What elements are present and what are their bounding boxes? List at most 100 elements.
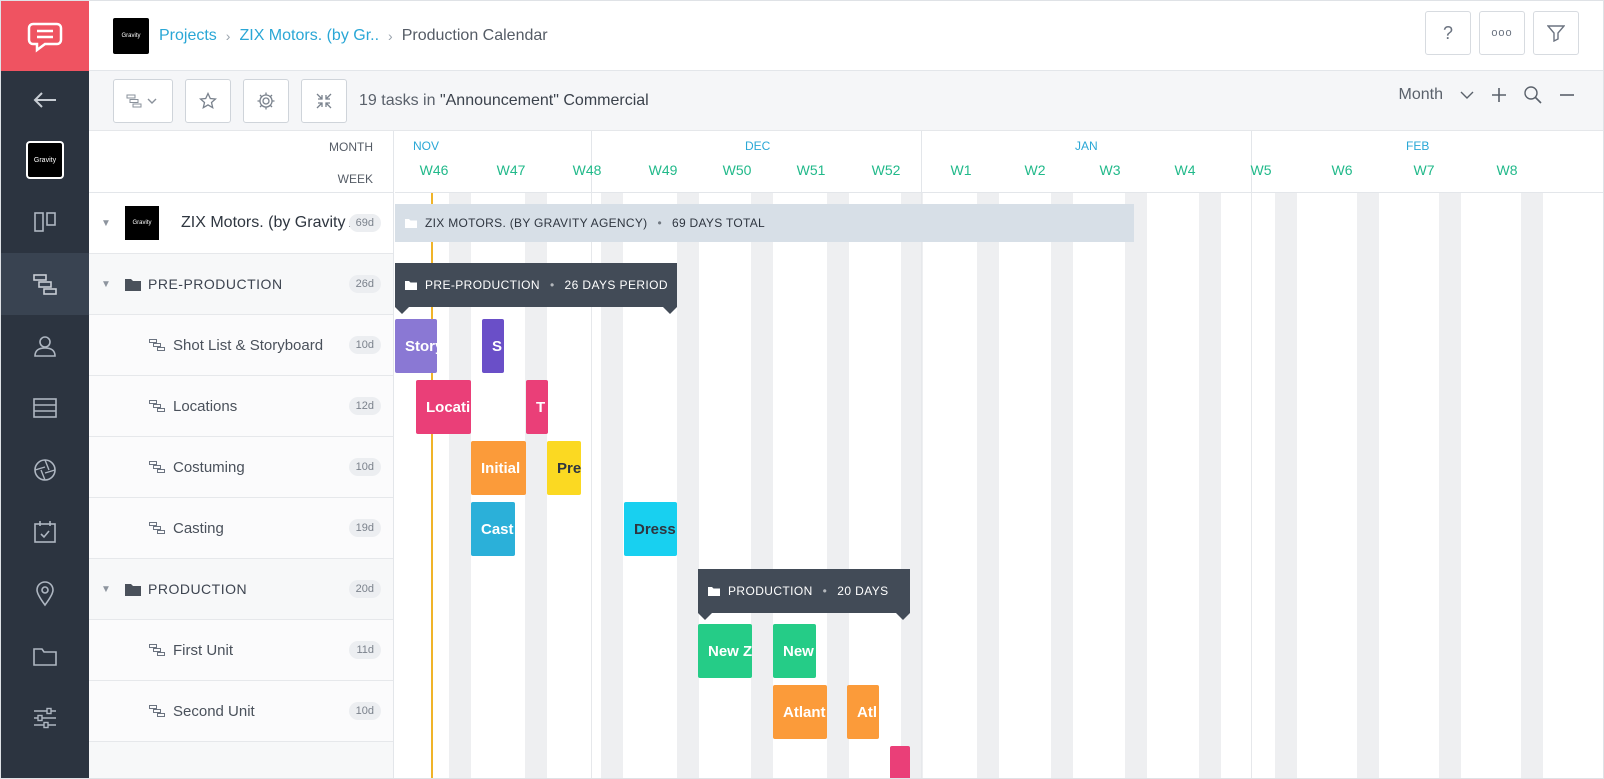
- zoom-magnifier-icon[interactable]: [1523, 85, 1543, 105]
- folder-icon[interactable]: [1, 625, 89, 687]
- bar-label: Story: [405, 337, 437, 355]
- project-name-label: "Announcement" Commercial: [439, 91, 649, 109]
- board-icon[interactable]: [1, 191, 89, 253]
- gantt-icon[interactable]: [1, 253, 89, 315]
- task-row-casting[interactable]: Casting 19d: [89, 498, 393, 559]
- month-divider: [921, 131, 922, 193]
- group-bar-production[interactable]: PRODUCTION • 20 DAYS: [698, 569, 910, 620]
- week-label: W51: [796, 162, 826, 178]
- bar-label: Initial: [481, 459, 521, 477]
- project-row[interactable]: ▼ Gravity ZIX Motors. (by Gravity Agency…: [89, 193, 393, 254]
- list-icon[interactable]: [1, 377, 89, 439]
- project-summary-bar[interactable]: ZIX MOTORS. (BY GRAVITY AGENCY) • 69 DAY…: [395, 204, 1134, 242]
- duration-badge: 10d: [348, 702, 381, 720]
- task-row-shot-list[interactable]: Shot List & Storyboard 10d: [89, 315, 393, 376]
- week-label: W5: [1250, 162, 1272, 178]
- month-label: FEB: [1406, 139, 1430, 153]
- summary-separator: •: [657, 216, 662, 230]
- zoom-out-minus-icon[interactable]: [1559, 87, 1575, 103]
- task-bar-extra[interactable]: [890, 746, 910, 778]
- bar-label: S: [492, 337, 503, 355]
- today-marker: [431, 193, 433, 778]
- bar-label: Locati: [426, 398, 471, 416]
- sliders-icon[interactable]: [1, 687, 89, 749]
- zoom-controls: Month: [1399, 85, 1575, 105]
- task-icon: [149, 522, 165, 534]
- group-notch-left: [698, 613, 712, 620]
- help-button[interactable]: ?: [1425, 11, 1471, 55]
- aperture-icon[interactable]: [1, 439, 89, 501]
- duration-badge: 26d: [348, 275, 381, 293]
- chevron-down-icon[interactable]: [1459, 90, 1475, 100]
- location-pin-icon[interactable]: [1, 563, 89, 625]
- caret-down-icon[interactable]: ▼: [101, 278, 111, 290]
- group-row-production[interactable]: ▼ PRODUCTION 20d: [89, 559, 393, 620]
- bar-label: Atl: [857, 703, 877, 721]
- weekend-stripe: [1521, 193, 1543, 778]
- task-bar-costuming-pre[interactable]: Pre: [547, 441, 581, 495]
- favorite-button[interactable]: [185, 78, 231, 123]
- collapse-button[interactable]: [301, 78, 347, 123]
- project-brand-thumb: Gravity: [125, 206, 159, 240]
- task-bar-casting[interactable]: Cast: [471, 502, 515, 556]
- duration-badge: 10d: [348, 336, 381, 354]
- task-bar-dress[interactable]: Dress: [624, 502, 677, 556]
- zoom-in-plus-icon[interactable]: [1491, 87, 1507, 103]
- month-label: DEC: [745, 139, 771, 153]
- group-notch-right: [896, 613, 910, 620]
- gantt-timeline: NOV DEC JAN FEB W46 W47 W48 W49 W50 W51 …: [395, 131, 1603, 778]
- collapse-icon: [316, 93, 332, 108]
- week-label: W47: [496, 162, 526, 178]
- filter-icon: [1547, 25, 1565, 42]
- week-row-label: WEEK: [337, 172, 373, 186]
- group-bar-period: 20 DAYS: [837, 584, 889, 598]
- duration-badge: 20d: [348, 580, 381, 598]
- project-brand-chip[interactable]: Gravity: [1, 129, 89, 191]
- week-label: W49: [648, 162, 678, 178]
- task-row-locations[interactable]: Locations 12d: [89, 376, 393, 437]
- view-options-dropdown[interactable]: [113, 78, 173, 123]
- bar-label: T: [536, 398, 546, 416]
- breadcrumb-projects[interactable]: Projects: [159, 26, 217, 44]
- task-bar-locations[interactable]: Locati: [416, 380, 471, 434]
- caret-down-icon[interactable]: ▼: [101, 217, 111, 229]
- task-bar-second-unit-2[interactable]: Atl: [847, 685, 879, 739]
- view-mode-select[interactable]: Month: [1398, 86, 1443, 103]
- bar-label: Pre: [557, 459, 581, 477]
- folder-icon: [125, 279, 141, 291]
- task-bar-second-unit-1[interactable]: Atlant: [773, 685, 827, 739]
- weekend-stripe: [751, 193, 773, 778]
- week-label: W52: [871, 162, 901, 178]
- task-label: Shot List & Storyboard: [173, 336, 324, 354]
- task-bar-first-unit-1[interactable]: New Z: [698, 624, 752, 678]
- task-bar-storyboard[interactable]: Story: [395, 319, 437, 373]
- group-bar-pre-production[interactable]: PRE-PRODUCTION • 26 DAYS PERIOD: [395, 263, 677, 314]
- weekend-stripe: [977, 193, 999, 778]
- chevron-right-icon: ›: [388, 27, 393, 44]
- back-arrow-icon[interactable]: [1, 71, 89, 129]
- people-icon[interactable]: [1, 315, 89, 377]
- month-divider: [921, 193, 922, 778]
- calendar-check-icon[interactable]: [1, 501, 89, 563]
- project-brand-logo[interactable]: Gravity: [113, 17, 149, 54]
- bar-label: Dress: [634, 520, 676, 538]
- caret-down-icon[interactable]: ▼: [101, 583, 111, 595]
- group-notch-left: [395, 307, 409, 314]
- breadcrumb-project[interactable]: ZIX Motors. (by Gr..: [239, 26, 380, 44]
- task-bar-shotlist[interactable]: S: [482, 319, 504, 373]
- settings-button[interactable]: [243, 78, 289, 123]
- group-row-pre-production[interactable]: ▼ PRE-PRODUCTION 26d: [89, 254, 393, 315]
- task-icon: [149, 644, 165, 656]
- task-bar-locations-2[interactable]: T: [526, 380, 548, 434]
- more-button[interactable]: ooo: [1479, 11, 1525, 55]
- app-logo-icon[interactable]: [1, 1, 89, 71]
- filter-button[interactable]: [1533, 11, 1579, 55]
- breadcrumb: Projects › ZIX Motors. (by Gr.. › Produc…: [159, 27, 548, 45]
- month-row-label: MONTH: [329, 140, 373, 154]
- duration-badge: 19d: [348, 519, 381, 537]
- task-row-costuming[interactable]: Costuming 10d: [89, 437, 393, 498]
- task-row-first-unit[interactable]: First Unit 11d: [89, 620, 393, 681]
- task-row-second-unit[interactable]: Second Unit 10d: [89, 681, 393, 742]
- task-bar-first-unit-2[interactable]: New: [773, 624, 816, 678]
- task-bar-costuming-initial[interactable]: Initial: [471, 441, 526, 495]
